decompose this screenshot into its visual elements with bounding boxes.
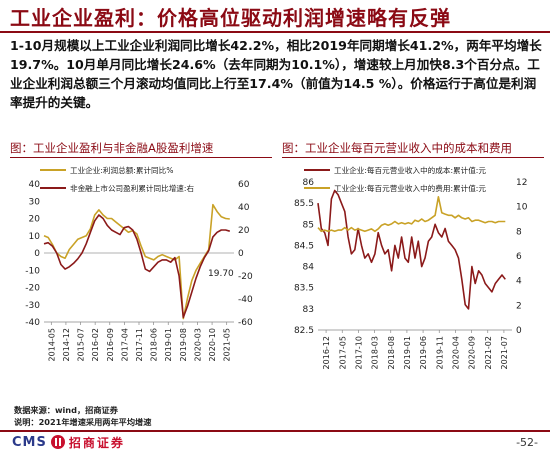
chart2-x-tick-2: 2017-10 xyxy=(354,336,363,369)
chart1-x-tick-12: 2021-05 xyxy=(223,328,232,361)
chart2-x-tick-6: 2019-06 xyxy=(419,336,428,369)
chart1-right-tick-1: -40 xyxy=(238,295,253,305)
chart1-x-tick-2: 2015-07 xyxy=(77,328,86,361)
chart2-right-tick-1: 2 xyxy=(516,301,522,311)
chart1-left-tick-8: 40 xyxy=(29,180,41,190)
chart2-x-tick-7: 2019-11 xyxy=(435,336,444,369)
chart1-right-tick-6: 60 xyxy=(238,180,250,190)
chart1-left-tick-3: -10 xyxy=(25,266,40,276)
summary-text: 1-10月规模以上工业企业利润同比增长42.2%，相比2019年同期增长41.2… xyxy=(10,38,542,110)
chart2-legend-label-1: 工业企业:每百元营业收入中的费用:累计值:元 xyxy=(334,183,486,193)
chart1-right-tick-5: 40 xyxy=(238,203,250,213)
brand-abbr: CMS xyxy=(12,434,47,450)
chart1-left-tick-4: 0 xyxy=(34,249,40,259)
chart1-left-tick-1: -30 xyxy=(25,301,40,311)
page-number: -52- xyxy=(516,436,538,449)
chart2-series-line-0 xyxy=(317,189,506,310)
chart2-x-tick-1: 2017-05 xyxy=(338,336,347,369)
chart1-x-tick-5: 2017-04 xyxy=(120,328,129,361)
chart2-x-tick-11: 2021-07 xyxy=(500,336,509,369)
chart2-x-tick-8: 2020-04 xyxy=(451,336,460,369)
chart2-left-tick-1: 83 xyxy=(303,305,314,315)
chart1-legend-label-0: 工业企业:利润总额:累计同比% xyxy=(70,165,173,175)
chart1-legend-label-1: 非金融上市公司盈利累计同比增速:右 xyxy=(70,183,194,193)
chart2-right-tick-4: 8 xyxy=(516,227,522,237)
brand-mark-icon xyxy=(50,435,65,449)
source-note: 数据来源：wind，招商证券 xyxy=(14,405,118,415)
chart1-annotation: 19.70 xyxy=(208,269,234,279)
method-note: 说明：2021年增速采用两年平均增速 xyxy=(14,417,152,427)
chart2-x-tick-3: 2018-03 xyxy=(371,336,380,369)
footer-divider xyxy=(0,430,550,432)
chart2-right-tick-6: 12 xyxy=(516,178,527,188)
chart2-x-tick-4: 2018-08 xyxy=(387,336,396,369)
chart1-left-tick-5: 10 xyxy=(29,232,41,242)
chart1-left-tick-6: 20 xyxy=(29,215,41,225)
chart2-left-tick-6: 85.5 xyxy=(294,199,314,209)
chart2-right-tick-3: 6 xyxy=(516,252,522,262)
chart1-x-tick-7: 2018-06 xyxy=(150,328,159,361)
chart2-left-tick-5: 85 xyxy=(303,220,314,230)
chart1-left-tick-2: -20 xyxy=(25,284,40,294)
chart2-right-tick-0: 0 xyxy=(516,326,522,336)
chart2-title-rule xyxy=(282,157,544,158)
chart1-x-tick-8: 2019-01 xyxy=(164,328,173,361)
chart1-x-tick-11: 2020-10 xyxy=(208,328,217,361)
title-divider xyxy=(0,31,550,33)
chart2-x-tick-5: 2019-01 xyxy=(403,336,412,369)
chart1-title: 图：工业企业盈利与非金融A股盈利增速 xyxy=(10,141,214,155)
brand-logo: CMS 招商证券 xyxy=(12,434,125,450)
chart2-x-tick-0: 2016-12 xyxy=(322,336,331,369)
page-title: 工业企业盈利：价格高位驱动利润增速略有反弹 xyxy=(10,6,451,30)
chart2-title: 图：工业企业每百元营业收入中的成本和费用 xyxy=(282,141,512,155)
chart2-x-tick-10: 2021-02 xyxy=(484,336,493,369)
chart2-legend-label-0: 工业企业:每百元营业收入中的成本:累计值:元 xyxy=(334,165,486,175)
chart1-left-tick-0: -40 xyxy=(25,318,40,328)
chart1-x-tick-0: 2014-05 xyxy=(47,328,56,361)
chart1-x-tick-3: 2016-02 xyxy=(91,328,100,361)
chart2-right-tick-5: 10 xyxy=(516,203,528,213)
chart1-right-tick-4: 20 xyxy=(238,226,250,236)
chart1-right-tick-2: -20 xyxy=(238,272,253,282)
chart1-x-tick-9: 2019-08 xyxy=(179,328,188,361)
chart2-right-tick-2: 4 xyxy=(516,277,522,287)
chart2-x-tick-9: 2020-09 xyxy=(468,336,477,369)
chart1-series-line-0 xyxy=(43,203,230,320)
chart1-left-tick-7: 30 xyxy=(29,197,41,207)
chart2-left-tick-7: 86 xyxy=(303,178,315,188)
chart-industrial-profit: 工业企业:利润总额:累计同比% 非金融上市公司盈利累计同比增速:右 -40 -30 -2… xyxy=(25,165,253,361)
chart-cost-expense: 工业企业:每百元营业收入中的成本:累计值:元工业企业:每百元营业收入中的费用:累… xyxy=(294,165,528,369)
chart2-left-tick-4: 84.5 xyxy=(294,241,314,251)
chart2-left-tick-0: 82.5 xyxy=(294,326,314,336)
chart1-x-tick-10: 2020-03 xyxy=(193,328,202,361)
chart1-x-tick-4: 2016-09 xyxy=(106,328,115,361)
chart1-x-tick-1: 2014-12 xyxy=(62,328,71,361)
chart1-right-tick-0: -60 xyxy=(238,318,253,328)
chart2-left-tick-2: 83.5 xyxy=(294,284,314,294)
chart2-left-tick-3: 84 xyxy=(303,263,315,273)
chart1-x-tick-6: 2017-11 xyxy=(135,328,144,361)
chart1-right-tick-3: 0 xyxy=(238,249,244,259)
chart1-title-rule xyxy=(10,157,272,158)
chart1-series-line-1 xyxy=(43,214,231,319)
brand-name: 招商证券 xyxy=(68,435,125,450)
chart2-series-line-1 xyxy=(317,195,506,233)
